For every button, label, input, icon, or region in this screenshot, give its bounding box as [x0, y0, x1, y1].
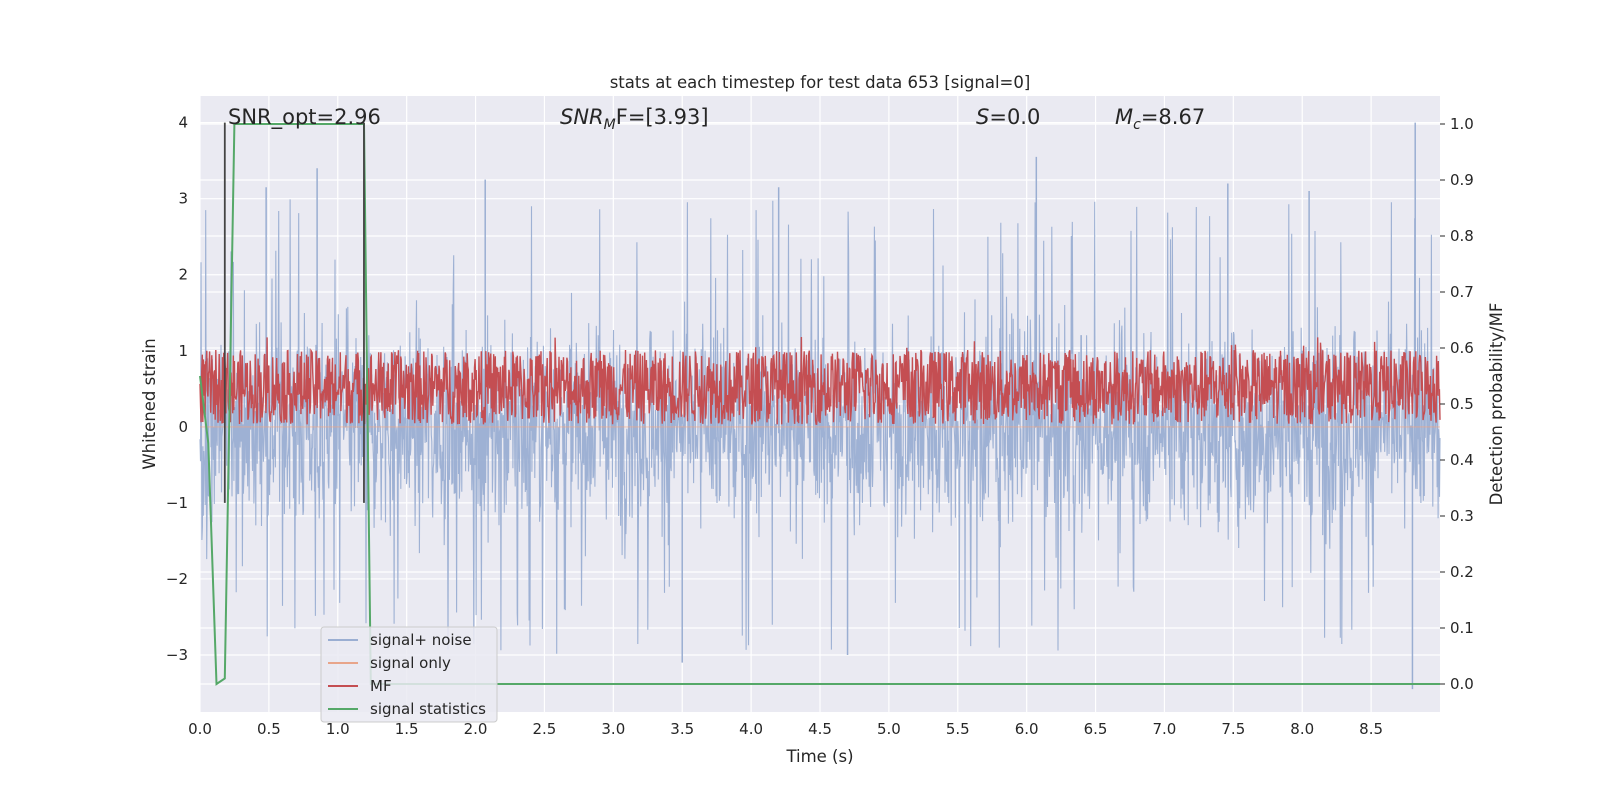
y-tick-label: −2: [166, 570, 188, 588]
y2-tick-label: 0.0: [1450, 675, 1474, 693]
y2-tick-labels: 0.0 0.1 0.2 0.3 0.4 0.5 0.6 0.7 0.8 0.9 1.0: [1440, 115, 1474, 693]
y2-tick-label: 0.7: [1450, 283, 1474, 301]
x-tick-label: 5.5: [946, 720, 970, 738]
y2-tick-label: 0.5: [1450, 395, 1474, 413]
legend-label-mf: MF: [370, 677, 392, 695]
series-mf: [199, 336, 1441, 426]
x-tick-label: 5.0: [877, 720, 901, 738]
snr-mf-value: F=[3.93]: [616, 105, 709, 129]
chart-title: stats at each timestep for test data 653…: [610, 73, 1031, 92]
x-tick-label: 2.0: [464, 720, 488, 738]
x-tick-labels: 0.0 0.5 1.0 1.5 2.0 2.5 3.0 3.5 4.0 4.5 5.0 5.5 6.0 6…: [188, 720, 1383, 738]
y2-axis-label: Detection probability/MF: [1487, 303, 1506, 506]
y2-tick-label: 1.0: [1450, 115, 1474, 133]
y-tick-label: 4: [178, 114, 188, 132]
x-tick-label: 6.0: [1015, 720, 1039, 738]
y2-tick-label: 0.8: [1450, 227, 1474, 245]
x-tick-label: 1.0: [326, 720, 350, 738]
x-tick-label: 3.0: [601, 720, 625, 738]
y-axis-label: Whitened strain: [140, 338, 159, 469]
x-tick-label: 1.5: [395, 720, 419, 738]
x-axis-label: Time (s): [785, 747, 853, 766]
x-tick-label: 0.5: [257, 720, 281, 738]
x-tick-label: 7.0: [1153, 720, 1177, 738]
y-tick-label: −1: [166, 494, 188, 512]
s-label: S: [976, 105, 989, 129]
x-tick-label: 6.5: [1084, 720, 1108, 738]
legend-label-noise: signal+ noise: [370, 631, 472, 649]
legend-box: [320, 626, 498, 723]
annotation-s: S=0.0: [976, 105, 1040, 129]
x-tick-label: 2.5: [533, 720, 557, 738]
y2-tick-label: 0.9: [1450, 171, 1474, 189]
mc-subscript: c: [1133, 117, 1141, 133]
x-tick-label: 4.0: [739, 720, 763, 738]
vertical-markers: [223, 122, 365, 503]
y-tick-label: 0: [178, 418, 188, 436]
snr-mf-subscript: M: [604, 117, 616, 133]
legend: signal+ noise signal only MF signal stat…: [320, 626, 498, 723]
x-tick-label: 3.5: [670, 720, 694, 738]
y-tick-label: 3: [178, 190, 188, 208]
s-value: =0.0: [989, 105, 1040, 129]
x-tick-label: 8.0: [1290, 720, 1314, 738]
y2-tick-label: 0.6: [1450, 339, 1474, 357]
legend-label-stats: signal statistics: [370, 700, 486, 718]
y2-tick-label: 0.2: [1450, 563, 1474, 581]
y-tick-label: −3: [166, 646, 188, 664]
mc-value: =8.67: [1141, 105, 1205, 129]
annotation-snr-opt: SNR_opt=2.96: [228, 105, 381, 130]
y2-tick-label: 0.4: [1450, 451, 1474, 469]
mf-trace: [199, 336, 1441, 426]
y2-tick-label: 0.3: [1450, 507, 1474, 525]
x-tick-label: 0.0: [188, 720, 212, 738]
annotation-mc: Mc=8.67: [1115, 105, 1205, 133]
y-tick-labels: −3 −2 −1 0 1 2 3 4: [166, 114, 188, 664]
legend-label-signal-only: signal only: [370, 654, 451, 672]
x-tick-label: 4.5: [808, 720, 832, 738]
x-tick-label: 8.5: [1359, 720, 1383, 738]
mc-label: M: [1115, 105, 1133, 129]
y-tick-label: 1: [178, 342, 188, 360]
y-tick-label: 2: [178, 266, 188, 284]
x-tick-label: 7.5: [1221, 720, 1245, 738]
snr-mf-label: SNR: [560, 105, 604, 129]
y2-tick-label: 0.1: [1450, 619, 1474, 637]
annotation-snr-mf: SNRMF=[3.93]: [560, 105, 709, 133]
